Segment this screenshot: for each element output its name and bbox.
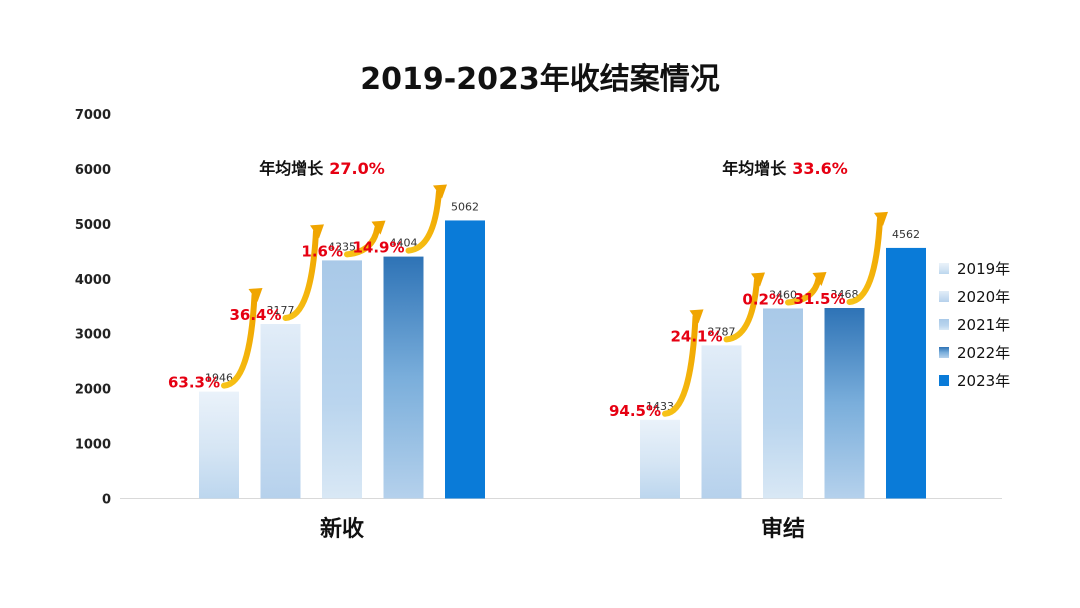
growth-annotations-group: 63.3% 36.4% 1.6% 14.9% 94.5% 24.1% 0.2% 31.5% xyxy=(168,184,888,420)
growth-arrow-icon xyxy=(221,291,258,389)
bar-2019年-审结 xyxy=(640,419,680,499)
growth-arrow-icon xyxy=(723,276,760,343)
average-growth-label: 年均增长 xyxy=(259,159,324,178)
average-growth-label: 年均增长 xyxy=(722,159,787,178)
average-growth-value: 33.6% xyxy=(792,159,848,178)
growth-arrowhead-icon xyxy=(371,220,386,235)
category-label: 新收 xyxy=(320,516,364,542)
growth-rate-label: 94.5% xyxy=(609,402,661,420)
bar-2019年-新收 xyxy=(199,391,239,499)
legend: 2019年 2020年 2021年 2022年 2023年 xyxy=(939,260,1010,390)
growth-arrowhead-icon xyxy=(433,184,447,199)
y-tick-label: 0 xyxy=(102,493,111,508)
growth-arrow-icon xyxy=(785,276,822,306)
growth-rate-label: 0.2% xyxy=(742,290,784,308)
bar-2022年-新收 xyxy=(383,256,424,499)
bar-2023年-新收 xyxy=(445,220,485,499)
legend-label: 2022年 xyxy=(957,344,1010,362)
average-growth-value: 27.0% xyxy=(329,159,385,178)
bar-value-label: 3177 xyxy=(267,304,295,317)
bar-value-label: 3460 xyxy=(769,288,797,301)
bar-value-label: 1946 xyxy=(205,372,233,385)
value-labels-group: 1946 3177 4335 4404 5062 1433 2787 3460 3468 4562 xyxy=(205,200,920,412)
growth-rate-label: 31.5% xyxy=(793,290,845,308)
legend-swatch xyxy=(939,347,949,358)
growth-rate-label: 36.4% xyxy=(229,306,281,324)
y-tick-label: 6000 xyxy=(75,163,111,178)
growth-arrowhead-icon xyxy=(310,224,324,239)
legend-swatch xyxy=(939,263,949,274)
growth-arrow-icon xyxy=(662,313,699,417)
legend-label: 2019年 xyxy=(957,260,1010,278)
bar-2020年-新收 xyxy=(260,323,301,499)
growth-rate-label: 1.6% xyxy=(301,242,343,260)
growth-arrow-icon xyxy=(405,188,442,254)
legend-swatch xyxy=(939,291,949,302)
growth-arrowhead-icon xyxy=(812,272,827,287)
average-growth-annotation: 年均增长 33.6% xyxy=(722,159,848,178)
y-tick-label: 3000 xyxy=(75,328,111,343)
chart-title: 2019-2023年收结案情况 xyxy=(360,62,719,97)
bar-value-label: 5062 xyxy=(451,200,479,213)
growth-arrowhead-icon xyxy=(689,309,704,324)
bar-value-label: 4335 xyxy=(328,240,356,253)
bar-2021年-审结 xyxy=(763,308,803,499)
growth-arrowhead-icon xyxy=(751,272,765,287)
average-growth-group: 年均增长 27.0% 年均增长 33.6% xyxy=(259,159,848,178)
y-tick-label: 4000 xyxy=(75,273,111,288)
growth-arrow-icon xyxy=(344,224,381,258)
bar-value-label: 4404 xyxy=(390,237,418,250)
bar-value-label: 2787 xyxy=(708,325,736,338)
y-axis-ticks: 0 1000 2000 3000 4000 5000 6000 7000 xyxy=(75,108,111,508)
average-growth-annotation: 年均增长 27.0% xyxy=(259,159,385,178)
growth-arrowhead-icon xyxy=(248,287,263,302)
bars-group xyxy=(199,220,926,499)
growth-arrowhead-icon xyxy=(874,211,888,226)
bar-value-label: 1433 xyxy=(646,400,674,413)
growth-arrow-icon xyxy=(282,228,319,321)
growth-rate-label: 24.1% xyxy=(670,327,722,345)
legend-swatch xyxy=(939,319,949,330)
category-labels-group: 新收 审结 xyxy=(320,516,805,542)
bar-value-label: 4562 xyxy=(892,228,920,241)
bar-value-label: 3468 xyxy=(831,288,859,301)
y-tick-label: 2000 xyxy=(75,383,111,398)
legend-label: 2023年 xyxy=(957,372,1010,390)
bar-2020年-审结 xyxy=(701,345,742,499)
growth-arrow-icon xyxy=(846,215,883,306)
growth-rate-label: 63.3% xyxy=(168,374,220,392)
y-tick-label: 1000 xyxy=(75,438,111,453)
bar-2023年-审结 xyxy=(886,247,926,499)
bar-2021年-新收 xyxy=(322,260,362,499)
growth-rate-label: 14.9% xyxy=(352,239,404,257)
bar-2022年-审结 xyxy=(824,308,865,499)
legend-swatch xyxy=(939,375,949,386)
category-label: 审结 xyxy=(761,516,805,542)
legend-label: 2021年 xyxy=(957,316,1010,334)
y-tick-label: 7000 xyxy=(75,108,111,123)
y-tick-label: 5000 xyxy=(75,218,111,233)
legend-label: 2020年 xyxy=(957,288,1010,306)
